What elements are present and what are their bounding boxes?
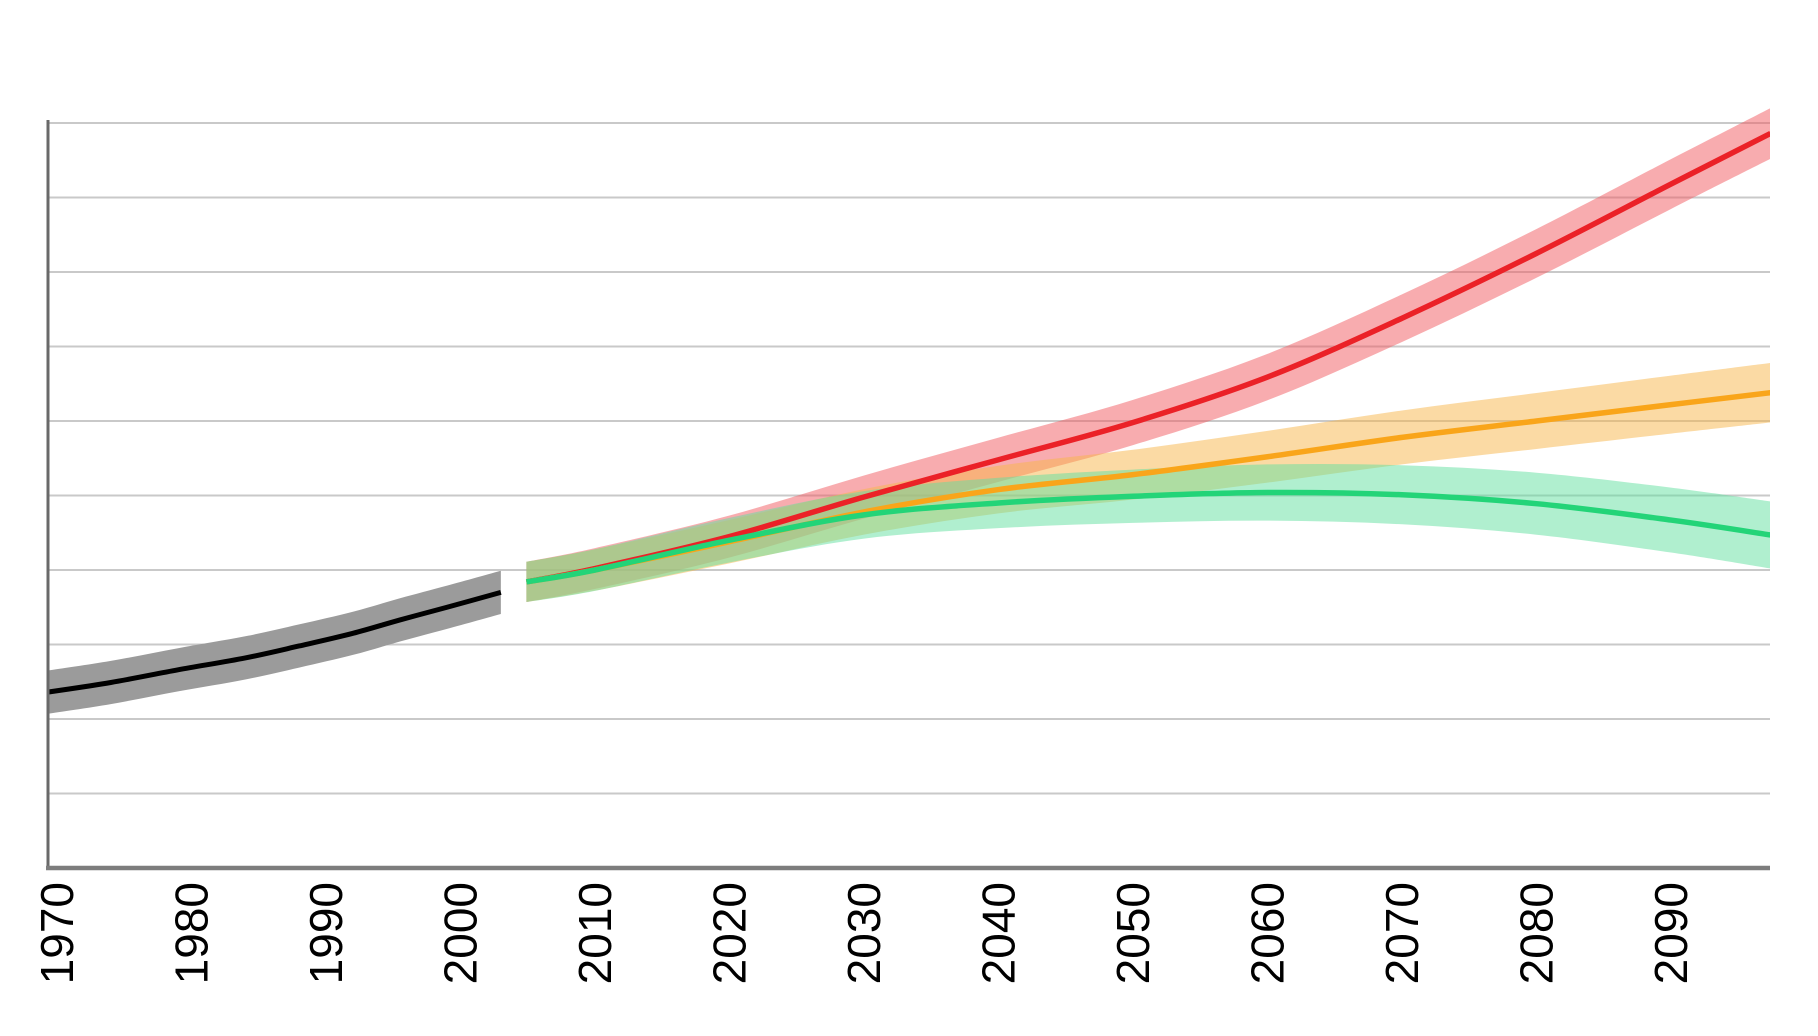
x-tick-label-2030: 2030 (838, 882, 890, 984)
historical-uncertainty-band (47, 570, 501, 714)
x-tick-label-2000: 2000 (435, 882, 487, 984)
high-line (525, 130, 1770, 585)
x-tick-label-1990: 1990 (300, 882, 352, 984)
x-tick-label-2040: 2040 (973, 882, 1025, 984)
series-layer (47, 108, 1770, 714)
x-tick-label-2070: 2070 (1376, 882, 1428, 984)
x-tick-label-2050: 2050 (1107, 882, 1159, 984)
x-tick-label-1980: 1980 (166, 882, 218, 984)
low-uncertainty-band (526, 463, 1770, 603)
x-tick-label-2010: 2010 (569, 882, 621, 984)
historical-line (47, 589, 502, 695)
x-tick-label-2060: 2060 (1242, 882, 1294, 984)
x-tick-label-2020: 2020 (704, 882, 756, 984)
x-tick-label-2080: 2080 (1511, 882, 1563, 984)
x-tick-label-1970: 1970 (31, 882, 83, 984)
x-tick-label-2090: 2090 (1645, 882, 1697, 984)
low-line (525, 489, 1770, 585)
